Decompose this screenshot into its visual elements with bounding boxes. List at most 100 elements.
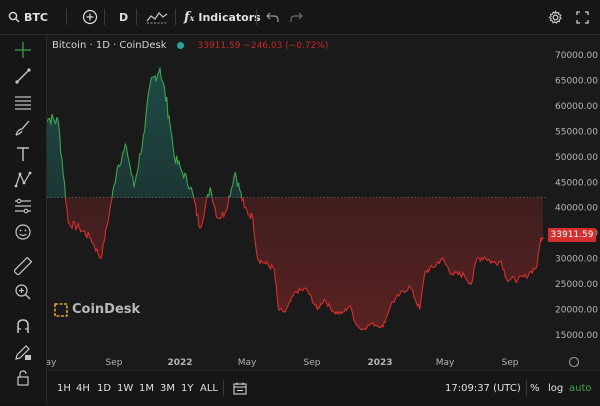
x-tick-label: May (238, 358, 257, 368)
divider (136, 9, 137, 25)
zoom-in-icon (15, 284, 31, 300)
text-tool[interactable] (12, 143, 34, 165)
divider (66, 9, 67, 25)
timezone-clock[interactable]: 17:09:37 (UTC) (445, 371, 521, 406)
percent-toggle[interactable]: % (530, 371, 540, 406)
y-tick-label: 70000.00 (555, 51, 598, 61)
emoji-tool[interactable] (12, 221, 34, 243)
crosshair-icon (15, 42, 31, 58)
percent-label: % (530, 383, 540, 394)
compare-button[interactable] (82, 0, 98, 34)
timeframe-1m[interactable]: 1M (139, 371, 154, 406)
x-tick-label: Sep (502, 358, 519, 368)
divider (223, 380, 224, 396)
divider (104, 9, 105, 25)
last-price-tag: 33911.59 (548, 228, 596, 242)
indicators-button[interactable]: fx Indicators (184, 0, 261, 34)
lock-icon (17, 370, 29, 386)
auto-label: auto (569, 383, 592, 394)
plus-circle-icon (82, 9, 98, 25)
pattern-tool[interactable] (12, 169, 34, 191)
timeframe-3m[interactable]: 3M (160, 371, 175, 406)
fullscreen-button[interactable] (576, 0, 589, 34)
price-chart[interactable]: 70000.00 65000.00 60000.00 55000.00 50000.00… (38, 35, 600, 370)
area-below-baseline (65, 197, 543, 330)
chart-type-button[interactable] (146, 0, 168, 34)
legend-title: Bitcoin · 1D · CoinDesk (52, 40, 167, 51)
calendar-icon (233, 382, 247, 395)
log-toggle[interactable]: log (548, 371, 563, 406)
timeframe-1w[interactable]: 1W (117, 371, 133, 406)
redo-button[interactable] (290, 0, 303, 34)
chart-pane[interactable]: 70000.00 65000.00 60000.00 55000.00 50000.00… (38, 35, 600, 370)
lock-tool[interactable] (12, 367, 34, 389)
timeframe-all[interactable]: ALL (200, 371, 218, 406)
indicators-label: Indicators (198, 10, 261, 24)
y-tick-label: 55000.00 (555, 127, 598, 137)
y-tick-label: 65000.00 (555, 76, 598, 86)
auto-toggle[interactable]: auto (569, 371, 592, 406)
clock-label: 17:09:37 (UTC) (445, 383, 521, 394)
timeframe-label: 1M (139, 383, 154, 394)
smiley-icon (15, 224, 31, 240)
coindesk-watermark: CoinDesk (54, 302, 140, 317)
go-to-date-button[interactable] (233, 371, 247, 406)
undo-icon (266, 12, 279, 22)
timeframe-label: 3M (160, 383, 175, 394)
gear-icon (548, 9, 562, 24)
chart-legend: Bitcoin · 1D · CoinDesk 33911.59 −246.03… (52, 40, 328, 51)
undo-button[interactable] (266, 0, 279, 34)
timeframe-1h[interactable]: 1H (57, 371, 71, 406)
zoom-tool[interactable] (12, 281, 34, 303)
legend-values: 33911.59 −246.03 (−0.72%) (197, 40, 329, 51)
search-icon (8, 11, 20, 23)
brush-icon (15, 120, 30, 136)
coindesk-logo-icon (54, 302, 68, 317)
price-line-below (64, 197, 544, 331)
y-tick-label: 25000.00 (555, 280, 598, 290)
price-line-above (47, 67, 244, 198)
settings-button[interactable] (548, 0, 563, 34)
divider (256, 9, 257, 25)
prediction-tool[interactable] (12, 195, 34, 217)
redo-icon (290, 12, 303, 22)
timeframe-4h[interactable]: 4H (76, 371, 90, 406)
crosshair-tool[interactable] (12, 39, 34, 61)
trend-line-tool[interactable] (12, 65, 34, 87)
brush-tool[interactable] (12, 117, 34, 139)
draw-mode-tool[interactable] (12, 341, 34, 363)
trend-line-icon (15, 68, 31, 84)
timeframe-1y[interactable]: 1Y (181, 371, 193, 406)
timeframe-label: 1H (57, 383, 71, 394)
timeframe-label: ALL (200, 383, 218, 394)
divider (175, 9, 176, 25)
x-tick-label: 2023 (367, 358, 392, 368)
log-label: log (548, 383, 564, 394)
sliders-icon (15, 198, 31, 214)
y-tick-label: 50000.00 (555, 153, 598, 163)
timeframe-1d[interactable]: 1D (97, 371, 111, 406)
symbol-label: BTC (24, 10, 48, 24)
timeframe-label: 1W (117, 383, 134, 394)
magnet-icon (17, 319, 29, 333)
symbol-search[interactable]: BTC (8, 0, 48, 34)
y-tick-label: 20000.00 (555, 306, 598, 316)
y-tick-label: 30000.00 (555, 255, 598, 265)
interval-button[interactable]: D (119, 0, 128, 34)
y-tick-label: 15000.00 (555, 331, 598, 341)
ruler-icon (14, 257, 32, 275)
horizontal-lines-tool[interactable] (12, 91, 34, 113)
horizontal-lines-icon (15, 96, 31, 110)
function-icon: fx (184, 9, 195, 25)
drawing-toolbar (0, 35, 47, 405)
magnet-tool[interactable] (12, 315, 34, 337)
top-toolbar: BTC D fx Indicators (0, 0, 600, 35)
timeframe-label: 1Y (181, 383, 194, 394)
y-tick-label: 60000.00 (555, 102, 598, 112)
x-tick-label: 2022 (167, 358, 192, 368)
ruler-tool[interactable] (12, 255, 34, 277)
area-chart-icon (146, 12, 168, 24)
pattern-icon (14, 171, 32, 188)
timeframe-label: 4H (76, 383, 90, 394)
